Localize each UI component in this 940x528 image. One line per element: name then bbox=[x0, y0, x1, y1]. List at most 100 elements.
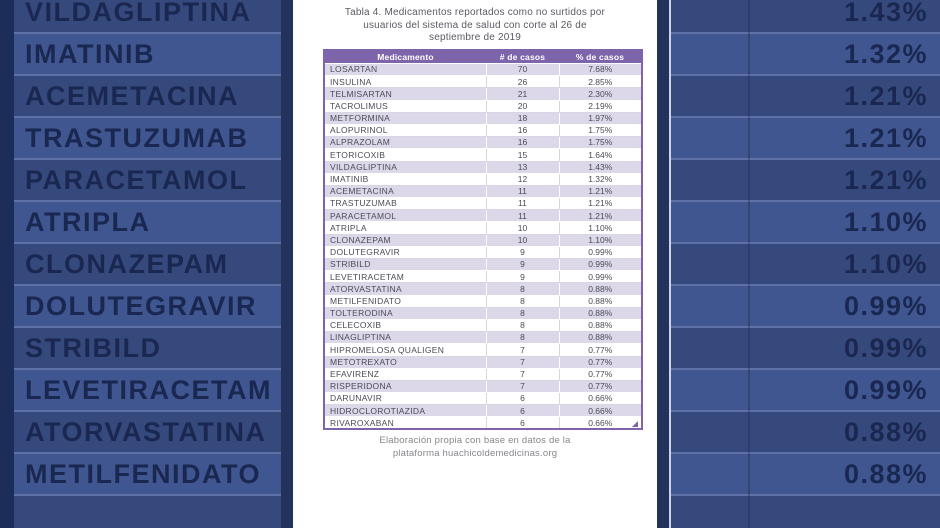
table-row: ATORVASTATINA 8 0.88% bbox=[323, 282, 643, 296]
bg-table-row: CLONAZEPAM bbox=[14, 244, 281, 286]
table-title: Tabla 4. Medicamentos reportados como no… bbox=[305, 7, 645, 45]
table-row: TOLTERODINA 8 0.88% bbox=[323, 306, 643, 320]
pct-cell: 0.88% bbox=[558, 306, 643, 320]
pct-cell: 1.75% bbox=[558, 123, 643, 138]
cases-cell: 8 bbox=[485, 331, 560, 345]
medication-cell: TOLTERODINA bbox=[323, 306, 487, 320]
table-row: TRASTUZUMAB 11 1.21% bbox=[323, 197, 643, 211]
pct-cell: 1.10% bbox=[558, 233, 643, 247]
cases-cell: 6 bbox=[485, 416, 560, 430]
bg-medication-label: LEVETIRACETAM bbox=[25, 374, 272, 405]
bg-pct-label: 1.21% bbox=[843, 80, 928, 111]
bg-table-row: 1.32% bbox=[671, 34, 940, 76]
medication-cell: DARUNAVIR bbox=[323, 392, 487, 406]
table-row: DOLUTEGRAVIR 9 0.99% bbox=[323, 245, 643, 260]
pct-cell: 1.21% bbox=[558, 184, 643, 199]
background-right-rows: 1.43% 1.32% 1.21% 1.21% 1.21% 1.10% 1.10… bbox=[671, 0, 940, 528]
background-left-panel: VILDAGLIPTINA IMATINIB ACEMETACINA TRAST… bbox=[0, 0, 281, 528]
table-row: CLONAZEPAM 10 1.10% bbox=[323, 233, 643, 247]
table-row: TELMISARTAN 21 2.30% bbox=[323, 87, 643, 101]
bg-pct-label: 1.21% bbox=[843, 122, 928, 153]
medication-cell: LEVETIRACETAM bbox=[323, 270, 487, 284]
pct-cell: 0.66% bbox=[558, 416, 643, 430]
bg-table-row: 0.99% bbox=[671, 328, 940, 370]
table-row: HIPROMELOSA QUALIGEN 7 0.77% bbox=[323, 343, 643, 357]
medication-cell: HIPROMELOSA QUALIGEN bbox=[323, 343, 487, 357]
pct-cell: 0.66% bbox=[558, 404, 643, 418]
cases-cell: 10 bbox=[485, 233, 560, 247]
cases-cell: 21 bbox=[485, 87, 560, 101]
cases-cell: 9 bbox=[485, 270, 560, 284]
pct-cell: 0.88% bbox=[558, 331, 643, 345]
pct-column-header: % de casos bbox=[559, 49, 642, 64]
pct-cell: 1.10% bbox=[558, 221, 643, 235]
table-row: IMATINIB 12 1.32% bbox=[323, 172, 643, 186]
cases-cell: 10 bbox=[485, 221, 560, 235]
cases-cell: 11 bbox=[485, 197, 560, 211]
table-row: CELECOXIB 8 0.88% bbox=[323, 318, 643, 333]
bg-table-row: PARACETAMOL bbox=[14, 160, 281, 202]
bg-medication-label: PARACETAMOL bbox=[25, 164, 248, 195]
cases-cell: 8 bbox=[485, 282, 560, 296]
bg-medication-label: ACEMETACINA bbox=[25, 80, 239, 111]
cases-cell: 6 bbox=[485, 404, 560, 418]
bg-pct-label: 0.88% bbox=[843, 458, 928, 489]
cases-cell: 8 bbox=[485, 318, 560, 333]
bg-table-row: 1.21% bbox=[671, 118, 940, 160]
cases-cell: 9 bbox=[485, 245, 560, 260]
pct-cell: 2.30% bbox=[558, 87, 643, 101]
cases-cell: 8 bbox=[485, 306, 560, 320]
bg-table-row: 1.21% bbox=[671, 76, 940, 118]
pct-cell: 0.66% bbox=[558, 392, 643, 406]
medication-cell: TACROLIMUS bbox=[323, 99, 487, 113]
bg-table-row: IMATINIB bbox=[14, 34, 281, 76]
bg-table-row: TRASTUZUMAB bbox=[14, 118, 281, 160]
medications-table-wrap: Medicamento # de casos % de casos LOSART… bbox=[323, 48, 643, 431]
bg-pct-label: 0.99% bbox=[843, 332, 928, 363]
medication-cell: INSULINA bbox=[323, 75, 487, 89]
bg-medication-label: IMATINIB bbox=[25, 38, 155, 69]
medication-cell: METFORMINA bbox=[323, 111, 487, 125]
table-title-line: septiembre de 2019 bbox=[429, 32, 521, 43]
table-row: ATRIPLA 10 1.10% bbox=[323, 221, 643, 235]
table-row: PARACETAMOL 11 1.21% bbox=[323, 209, 643, 223]
pct-cell: 0.99% bbox=[558, 270, 643, 284]
cases-cell: 12 bbox=[485, 172, 560, 186]
medication-cell: HIDROCLOROTIAZIDA bbox=[323, 404, 487, 418]
resize-corner-icon bbox=[632, 421, 638, 428]
pct-cell: 1.21% bbox=[558, 197, 643, 211]
pct-cell: 1.43% bbox=[558, 160, 643, 174]
table-row: INSULINA 26 2.85% bbox=[323, 75, 643, 89]
bg-table-row: 1.21% bbox=[671, 160, 940, 202]
cases-cell: 16 bbox=[485, 136, 560, 150]
cases-column-header: # de casos bbox=[486, 49, 559, 64]
medication-cell: STRIBILD bbox=[323, 257, 487, 272]
source-note: Elaboración propia con base en datos de … bbox=[293, 434, 657, 460]
bg-medication-label: METILFENIDATO bbox=[25, 458, 261, 489]
medication-cell: LINAGLIPTINA bbox=[323, 331, 487, 345]
card-right-edge-highlight bbox=[669, 0, 671, 528]
medication-cell: TRASTUZUMAB bbox=[323, 197, 487, 211]
table-row: METOTREXATO 7 0.77% bbox=[323, 355, 643, 369]
pct-cell: 0.88% bbox=[558, 294, 643, 308]
cases-cell: 7 bbox=[485, 367, 560, 381]
cases-cell: 26 bbox=[485, 75, 560, 89]
cases-cell: 18 bbox=[485, 111, 560, 125]
medication-cell: CLONAZEPAM bbox=[323, 233, 487, 247]
bg-pct-label: 1.21% bbox=[843, 164, 928, 195]
bg-table-row-clipped bbox=[671, 496, 940, 528]
table-row: DARUNAVIR 6 0.66% bbox=[323, 392, 643, 406]
table-row: RIVAROXABAN 6 0.66% bbox=[323, 416, 643, 430]
cases-cell: 8 bbox=[485, 294, 560, 308]
bg-column-divider bbox=[748, 0, 750, 528]
bg-table-row: 0.88% bbox=[671, 412, 940, 454]
pct-cell: 0.77% bbox=[558, 367, 643, 381]
background-left-rows: VILDAGLIPTINA IMATINIB ACEMETACINA TRAST… bbox=[14, 0, 281, 528]
medication-cell: DOLUTEGRAVIR bbox=[323, 245, 487, 260]
medication-cell: ETORICOXIB bbox=[323, 148, 487, 162]
pct-cell: 1.64% bbox=[558, 148, 643, 162]
bg-table-row: ATORVASTATINA bbox=[14, 412, 281, 454]
background-right-panel: 1.43% 1.32% 1.21% 1.21% 1.21% 1.10% 1.10… bbox=[671, 0, 940, 528]
bg-table-row: VILDAGLIPTINA bbox=[14, 0, 281, 34]
medication-cell: ACEMETACINA bbox=[323, 184, 487, 199]
